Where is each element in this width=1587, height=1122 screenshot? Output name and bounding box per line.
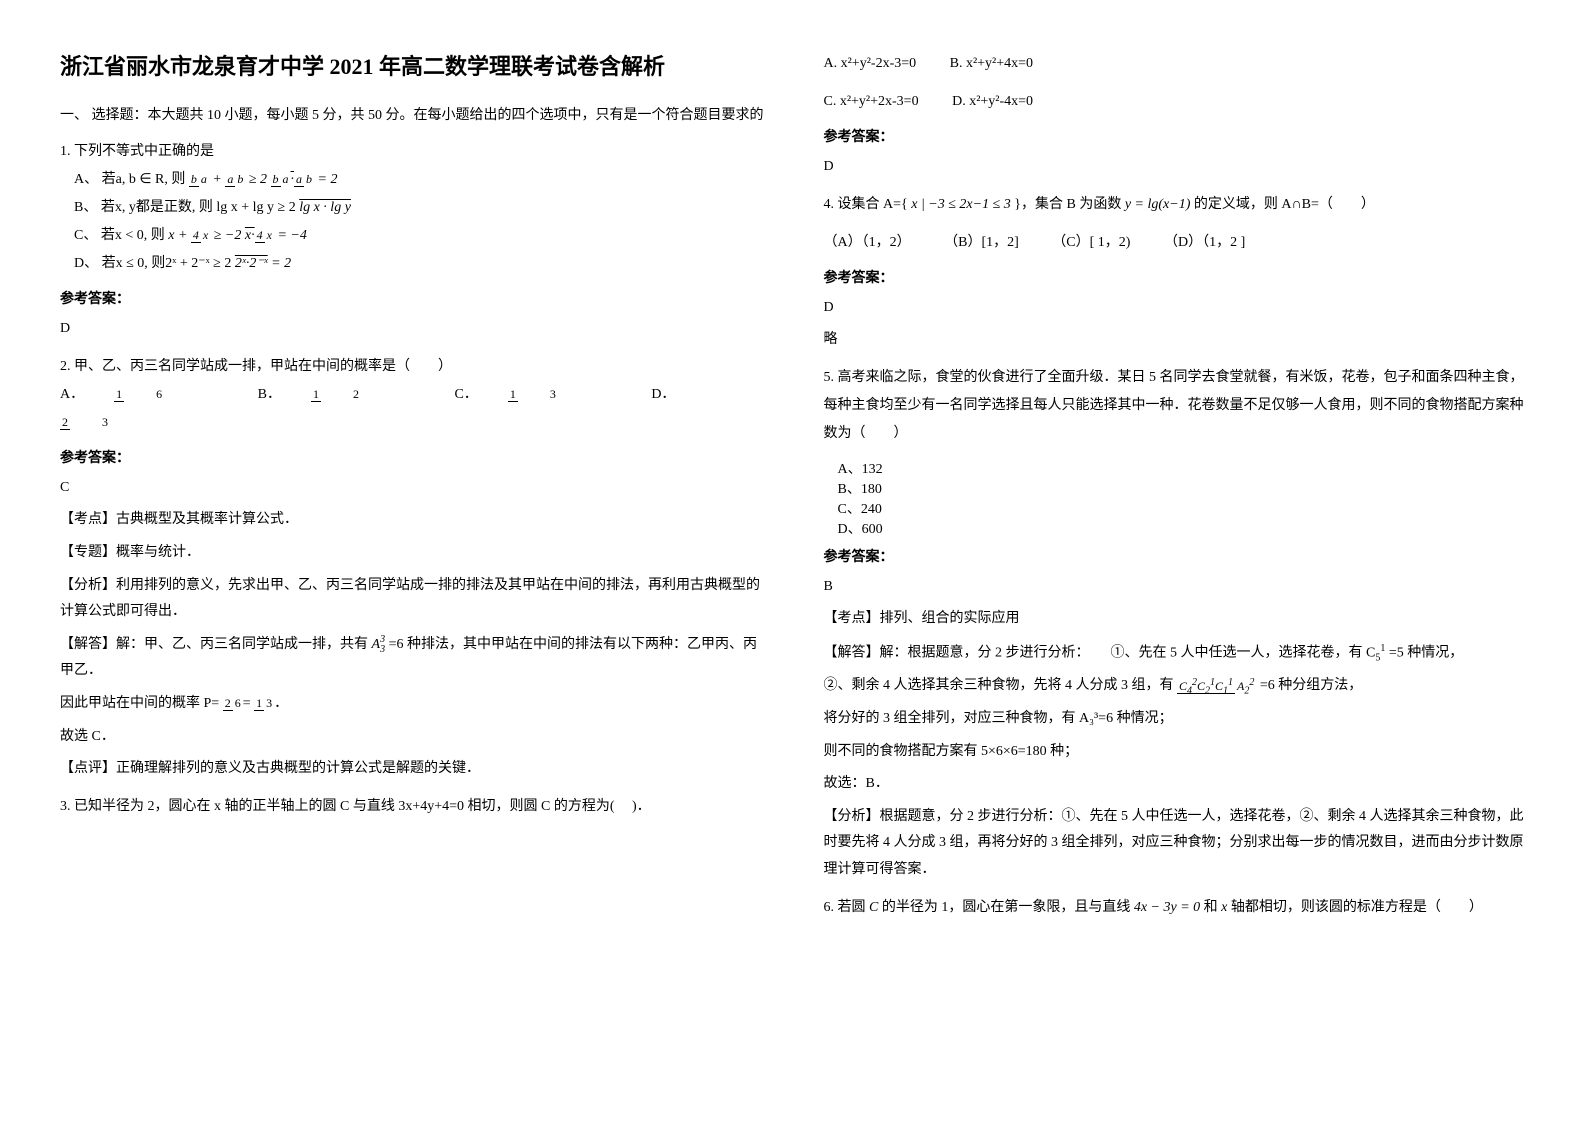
q6-math1: C <box>869 900 878 915</box>
q2-optA: A．16 <box>60 387 224 402</box>
q4-optC: （C）[ 1，2) <box>1052 235 1130 250</box>
q5-optC: C、240 <box>838 498 1528 518</box>
q5-ans: B <box>824 574 1528 601</box>
q1-optA-txt: 若a, b ∈ R, 则 <box>102 172 186 187</box>
q5-ans-label: 参考答案： <box>824 546 1528 566</box>
q6-stem-b: 的半径为 1，圆心在第一象限，且与直线 <box>882 900 1131 915</box>
q3-options-row2: C. x²+y²+2x-3=0 D. x²+y²-4x=0 <box>824 88 1528 116</box>
q2-l5-frac1: 26 <box>223 697 243 710</box>
q1-optC-txt: 若x < 0, 则 <box>101 228 165 243</box>
q1-optC: C、 若x < 0, 则 x + 4x ≥ −2 x·4x = −4 <box>74 222 764 250</box>
right-column: A. x²+y²-2x-3=0 B. x²+y²+4x=0 C. x²+y²+2… <box>824 40 1528 932</box>
q6-math3: x <box>1221 900 1227 915</box>
q1-optA: A、 若a, b ∈ R, 则 ba + ab ≥ 2 ba·ab = 2 <box>74 166 764 194</box>
q5-l2: 【解答】解：根据题意，分 2 步进行分析： ①、先在 5 人中任选一人，选择花卷… <box>824 639 1528 667</box>
left-column: 浙江省丽水市龙泉育才中学 2021 年高二数学理联考试卷含解析 一、 选择题：本… <box>60 40 764 932</box>
q3-optC: C. x²+y²+2x-3=0 <box>824 94 919 109</box>
q1-ans-label: 参考答案： <box>60 288 764 308</box>
question-1: 1. 下列不等式中正确的是 A、 若a, b ∈ R, 则 ba + ab ≥ … <box>60 138 764 278</box>
q1-stem: 1. 下列不等式中正确的是 <box>60 138 764 166</box>
q6-math2: 4x − 3y = 0 <box>1134 900 1200 915</box>
q5-l7: 【分析】根据题意，分 2 步进行分析：①、先在 5 人中任选一人，选择花卷，②、… <box>824 804 1528 884</box>
q2-l1: 【考点】古典概型及其概率计算公式． <box>60 507 764 534</box>
q2-options: A．16 B．12 C．13 D．23 <box>60 381 764 437</box>
q6-stem-a: 6. 若圆 <box>824 900 866 915</box>
q1-optD-pre: D、 <box>74 256 98 271</box>
question-5: 5. 高考来临之际，食堂的伙食进行了全面升级．某日 5 名同学去食堂就餐，有米饭… <box>824 364 1528 448</box>
q1-optB-pre: B、 <box>74 200 97 215</box>
q4-stem-a: 4. 设集合 A={ <box>824 197 908 212</box>
q3-ans-label: 参考答案： <box>824 126 1528 146</box>
q1-optD-math: 2ˣ·2⁻ˣ <box>235 256 268 271</box>
question-3-stem: 3. 已知半径为 2，圆心在 x 轴的正半轴上的圆 C 与直线 3x+4y+4=… <box>60 793 764 821</box>
q1-optB-txt: 若x, y都是正数, 则 lg x + lg y ≥ 2 <box>101 200 296 215</box>
q2-l4: 【解答】解：甲、乙、丙三名同学站成一排，共有 A33 =6 种排法，其中甲站在中… <box>60 632 764 685</box>
q2-optC: C．13 <box>454 387 617 402</box>
q4-stem-c: 的定义域，则 A∩B=（ ） <box>1194 197 1375 212</box>
q2-optB: B．12 <box>258 387 421 402</box>
q5-l2b: =5 种情况， <box>1389 646 1463 661</box>
q4-optD: （D）（1，2 ] <box>1164 235 1245 250</box>
q2-l7: 【点评】正确理解排列的意义及古典概型的计算公式是解题的关键． <box>60 756 764 783</box>
q3-optA: A. x²+y²-2x-3=0 <box>824 56 917 71</box>
q4-math1: x | −3 ≤ 2x−1 ≤ 3 <box>911 197 1011 212</box>
q5-l6: 故选：B． <box>824 771 1528 798</box>
q5-l3b: =6 种分组方法， <box>1260 678 1362 693</box>
q5-l5: 则不同的食物搭配方案有 5×6×6=180 种； <box>824 739 1528 766</box>
q2-l5: 因此甲站在中间的概率 P= 26= 13． <box>60 691 764 718</box>
q2-l6: 故选 C． <box>60 724 764 751</box>
q4-math2: y = lg(x−1) <box>1125 197 1194 212</box>
q2-ans-label: 参考答案： <box>60 447 764 467</box>
q2-l4a: 【解答】解：甲、乙、丙三名同学站成一排，共有 <box>60 637 368 652</box>
section1-head: 一、 选择题：本大题共 10 小题，每小题 5 分，共 50 分。在每小题给出的… <box>60 103 764 128</box>
q5-l3-frac: C42C21C11A22 <box>1177 677 1256 696</box>
q2-l4-math: A33 <box>372 637 386 652</box>
q5-optD: D、600 <box>838 518 1528 538</box>
q3-optD: D. x²+y²-4x=0 <box>952 94 1033 109</box>
q1-optD-eq: = 2 <box>271 256 291 271</box>
q5-l2a: 【解答】解：根据题意，分 2 步进行分析： ①、先在 5 人中任选一人，选择花卷… <box>824 646 1376 661</box>
q5-l3: ②、剩余 4 人选择其余三种食物，先将 4 人分成 3 组，有 C42C21C1… <box>824 673 1528 700</box>
question-6: 6. 若圆 C 的半径为 1，圆心在第一象限，且与直线 4x − 3y = 0 … <box>824 894 1528 922</box>
q4-stem-b: }，集合 B 为函数 <box>1014 197 1121 212</box>
q2-stem: 2. 甲、乙、丙三名同学站成一排，甲站在中间的概率是（ ） <box>60 353 764 381</box>
q3-optB: B. x²+y²+4x=0 <box>950 56 1033 71</box>
q4-options: （A）（1，2） （B）[1，2] （C）[ 1，2) （D）（1，2 ] <box>824 229 1528 257</box>
q5-optA: A、132 <box>838 458 1528 478</box>
question-2: 2. 甲、乙、丙三名同学站成一排，甲站在中间的概率是（ ） A．16 B．12 … <box>60 353 764 437</box>
q6-stem-c: 和 <box>1204 900 1218 915</box>
q4-optB: （B）[1，2] <box>944 235 1019 250</box>
q6-stem-d: 轴都相切，则该圆的标准方程是（ ） <box>1231 900 1483 915</box>
q1-optB-math: lg x · lg y <box>299 200 351 215</box>
q1-optC-math: x + 4x ≥ −2 x·4x = −4 <box>168 228 307 243</box>
q4-ans-label: 参考答案： <box>824 267 1528 287</box>
q2-l2: 【专题】概率与统计． <box>60 540 764 567</box>
q1-optC-pre: C、 <box>74 228 97 243</box>
q1-optA-math: ba + ab ≥ 2 ba·ab = 2 <box>189 172 338 187</box>
q2-l5a: 因此甲站在中间的概率 P= <box>60 696 219 711</box>
title: 浙江省丽水市龙泉育才中学 2021 年高二数学理联考试卷含解析 <box>60 50 764 83</box>
q1-optA-pre: A、 <box>74 172 98 187</box>
q5-optB: B、180 <box>838 478 1528 498</box>
q1-optD-txt: 若x ≤ 0, 则2ˣ + 2⁻ˣ ≥ 2 <box>102 256 232 271</box>
question-4: 4. 设集合 A={ x | −3 ≤ 2x−1 ≤ 3 }，集合 B 为函数 … <box>824 191 1528 219</box>
q5-l3a: ②、剩余 4 人选择其余三种食物，先将 4 人分成 3 组，有 <box>824 678 1174 693</box>
q4-ans: D <box>824 295 1528 322</box>
q2-l3: 【分析】利用排列的意义，先求出甲、乙、丙三名同学站成一排的排法及其甲站在中间的排… <box>60 573 764 626</box>
q4-ans2: 略 <box>824 327 1528 354</box>
q3-ans: D <box>824 154 1528 181</box>
q4-optA: （A）（1，2） <box>824 235 911 250</box>
q3-options-row1: A. x²+y²-2x-3=0 B. x²+y²+4x=0 <box>824 50 1528 78</box>
q1-ans: D <box>60 316 764 343</box>
q5-l4: 将分好的 3 组全排列，对应三种食物，有 A₃³=6 种情况； <box>824 706 1528 733</box>
q1-optD: D、 若x ≤ 0, 则2ˣ + 2⁻ˣ ≥ 2 2ˣ·2⁻ˣ = 2 <box>74 250 764 278</box>
q2-ans: C <box>60 475 764 502</box>
q1-optB: B、 若x, y都是正数, 则 lg x + lg y ≥ 2 lg x · l… <box>74 194 764 222</box>
q2-l5-frac2: 13 <box>254 697 274 710</box>
q5-l1: 【考点】排列、组合的实际应用 <box>824 606 1528 633</box>
